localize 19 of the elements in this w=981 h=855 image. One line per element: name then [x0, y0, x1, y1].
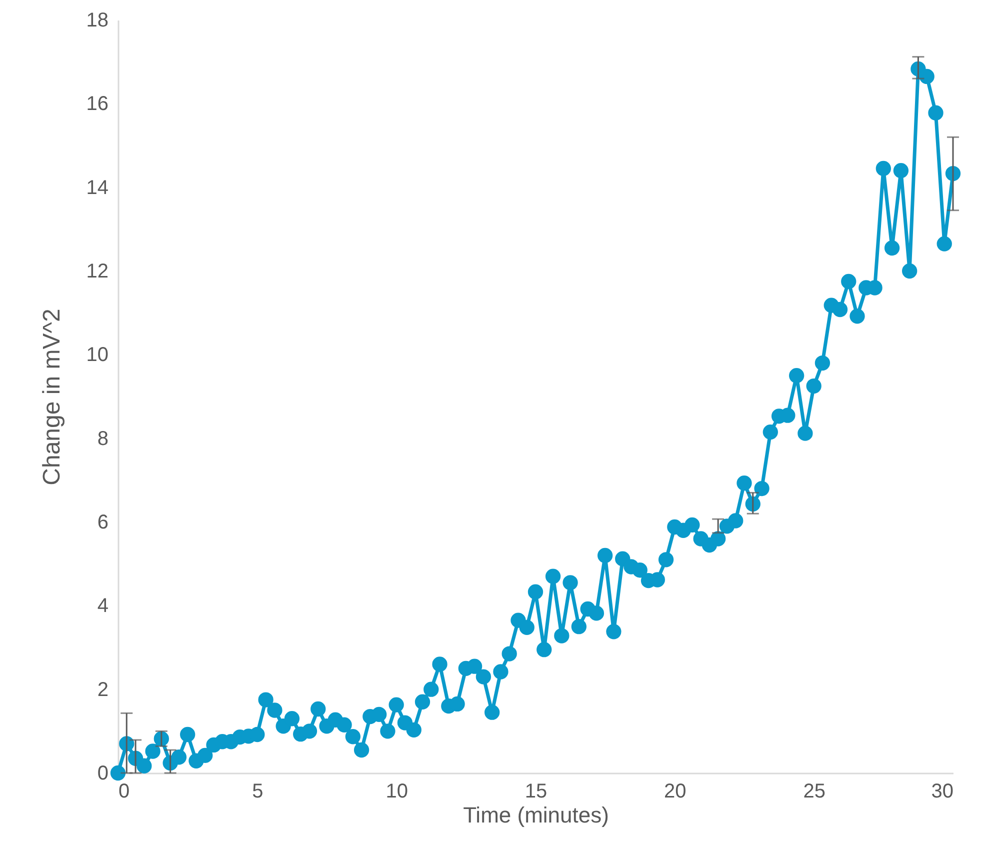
x-axis-title: Time (minutes)	[463, 802, 609, 828]
y-tick-label: 2	[97, 678, 108, 701]
y-tick-label: 14	[86, 176, 108, 199]
y-tick-label: 4	[97, 595, 108, 618]
y-tick-label: 18	[86, 10, 108, 32]
x-tick-label: 20	[664, 780, 686, 802]
y-tick-label: 10	[86, 344, 108, 366]
y-tick-label: 12	[86, 260, 108, 282]
x-tick-label: 30	[931, 780, 954, 802]
x-tick-label: 25	[803, 780, 826, 802]
x-tick-label: 5	[252, 780, 264, 802]
x-tick-label: 10	[386, 780, 408, 802]
y-tick-label: 16	[86, 93, 108, 116]
x-tick-label: 0	[118, 780, 130, 802]
y-tick-label: 8	[97, 428, 108, 450]
x-tick-label: 15	[524, 780, 548, 802]
y-tick-label: 6	[97, 512, 108, 534]
y-tick-label: 0	[97, 762, 108, 784]
y-axis-title: Change in mV^2	[38, 308, 66, 486]
